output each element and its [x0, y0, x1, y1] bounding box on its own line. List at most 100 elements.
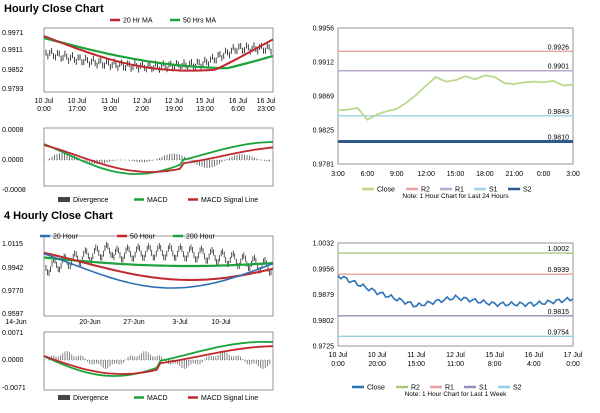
legend-close-label: Close: [377, 187, 395, 194]
macd-line: [43, 341, 274, 377]
y-tick-label: 0.9597: [2, 311, 24, 318]
section-title-hourly: Hourly Close Chart: [4, 3, 104, 15]
y-tick-label: 0.0071: [2, 330, 24, 337]
x-tick-label: 16 Jul: [257, 98, 276, 105]
x-tick-label: 15:00: [408, 361, 426, 368]
x-tick-label: 17 Jul: [564, 352, 583, 359]
ma-20hr-line: [43, 35, 274, 72]
x-tick-label: 10 Jul: [68, 98, 87, 105]
y-tick-label: -0.0008: [2, 187, 26, 194]
legend-macd-signal-label: MACD Signal Line: [201, 395, 258, 402]
y-tick-label: 0.9971: [2, 30, 24, 37]
plot-frame: [43, 235, 274, 317]
legend-s1-label: S1: [479, 385, 488, 392]
x-tick-label: 10-Jul: [211, 319, 231, 326]
y-tick-label: -0.0071: [2, 385, 26, 392]
level-label: 0.9843: [548, 109, 570, 116]
y-tick-label: 0.9911: [2, 47, 23, 54]
x-tick-label: 3:00: [566, 171, 580, 178]
x-tick-label: 0:00: [331, 361, 345, 368]
x-tick-label: 2:00: [135, 106, 149, 113]
x-tick-label: 10 Jul: [35, 98, 54, 105]
x-tick-label: 0:00: [37, 106, 51, 113]
legend-r1-label: R1: [455, 187, 464, 194]
x-tick-label: 20-Jun: [79, 319, 101, 326]
ma-50hr-line: [43, 36, 274, 70]
legend-50hr-ma-label: 50 Hrs MA: [183, 18, 216, 25]
legend-divergence-label: Divergence: [73, 197, 109, 204]
y-tick-label: 0.9781: [313, 162, 335, 169]
x-tick-label: 13:00: [196, 106, 214, 113]
level-label: 0.9810: [548, 134, 570, 141]
chart-note: Note: 1 Hour Chart for Last 24 Hours: [402, 193, 509, 200]
x-tick-label: 6:00: [361, 171, 375, 178]
x-tick-label: 3:00: [331, 171, 345, 178]
section-title-4hourly: 4 Hourly Close Chart: [4, 210, 113, 222]
x-tick-label: 17:00: [68, 106, 86, 113]
ma-20-hour-line: [43, 252, 274, 289]
x-tick-label: 12:00: [417, 171, 435, 178]
y-tick-label: 0.9802: [313, 318, 335, 325]
macd-signal-line: [43, 345, 274, 375]
plot-frame: [43, 127, 274, 187]
x-tick-label: 9:00: [103, 106, 117, 113]
x-tick-label: 20:00: [368, 361, 386, 368]
x-tick-label: 16 Jul: [524, 352, 543, 359]
x-tick-label: 0:00: [566, 361, 580, 368]
plot-frame: [43, 27, 274, 93]
x-tick-label: 21:00: [505, 171, 523, 178]
y-tick-label: 0.0000: [2, 357, 24, 364]
x-tick-label: 23:00: [257, 106, 275, 113]
legend-s2-label: S2: [513, 385, 522, 392]
level-label: 0.9901: [548, 64, 570, 71]
legend-20-hour-label: 20 Hour: [53, 234, 79, 241]
legend-20hr-ma-label: 20 Hr MA: [123, 18, 153, 25]
level-label: 0.9926: [548, 44, 570, 51]
plot-frame: [43, 331, 274, 391]
x-tick-label: 9:00: [390, 171, 404, 178]
macd-line: [43, 141, 274, 175]
y-tick-label: 0.9869: [313, 94, 335, 101]
x-tick-label: 12 Jul: [165, 98, 184, 105]
ma-200-hour-line: [43, 256, 274, 268]
x-tick-label: 3-Jul: [172, 319, 188, 326]
legend-macd-signal-label: MACD Signal Line: [201, 197, 258, 204]
legend-macd-label: MACD: [147, 395, 168, 402]
legend-r2-label: R2: [421, 187, 430, 194]
x-tick-label: 10 Jul: [368, 352, 387, 359]
legend-macd-label: MACD: [147, 197, 168, 204]
y-tick-label: 0.9956: [313, 26, 335, 33]
macd-signal-line: [43, 144, 274, 173]
x-tick-label: 12 Jul: [133, 98, 152, 105]
x-tick-label: 27-Jun: [123, 319, 145, 326]
x-tick-label: 14-Jun: [5, 319, 27, 326]
y-tick-label: 0.0000: [2, 157, 24, 164]
legend-200-hour-label: 200 Hour: [186, 234, 215, 241]
x-tick-label: 4:00: [527, 361, 541, 368]
y-tick-label: 0.9942: [2, 265, 24, 272]
close-line: [337, 74, 574, 121]
legend-r2-label: R2: [411, 385, 420, 392]
x-tick-label: 15 Jul: [196, 98, 215, 105]
hourly-1week-close-chart: 1.0032 0.9956 0.9879 0.9802 0.9725 1.0002 0.99…: [313, 241, 583, 399]
level-label: 0.9815: [548, 309, 570, 316]
legend-close-label: Close: [367, 385, 385, 392]
x-tick-label: 16 Jul: [229, 98, 248, 105]
4hourly-price-ma-chart: 20 Hour 50 Hour 200 Hour 1.0115 0.9942 0.9770…: [2, 234, 274, 326]
hourly-macd-chart: 0.0008 0.0000 -0.0008 Divergence MACD MACD Si…: [2, 127, 274, 204]
x-tick-label: 0:00: [537, 171, 551, 178]
y-tick-label: 0.9956: [313, 266, 335, 273]
x-tick-label: 18:00: [476, 171, 494, 178]
legend-s1-label: S1: [489, 187, 498, 194]
x-tick-label: 11 Jul: [101, 98, 120, 105]
y-tick-label: 0.9852: [2, 67, 24, 74]
legend-r1-label: R1: [445, 385, 454, 392]
y-tick-label: 1.0115: [2, 241, 23, 248]
y-tick-label: 0.9793: [2, 86, 24, 93]
y-tick-label: 0.9879: [313, 292, 335, 299]
4hourly-macd-chart: 0.0071 0.0000 -0.0071 Divergence MACD MACD Si…: [2, 330, 274, 402]
x-tick-label: 10 Jul: [329, 352, 348, 359]
y-tick-label: 1.0032: [313, 241, 335, 248]
x-tick-label: 19:00: [165, 106, 183, 113]
close-line: [337, 274, 574, 308]
